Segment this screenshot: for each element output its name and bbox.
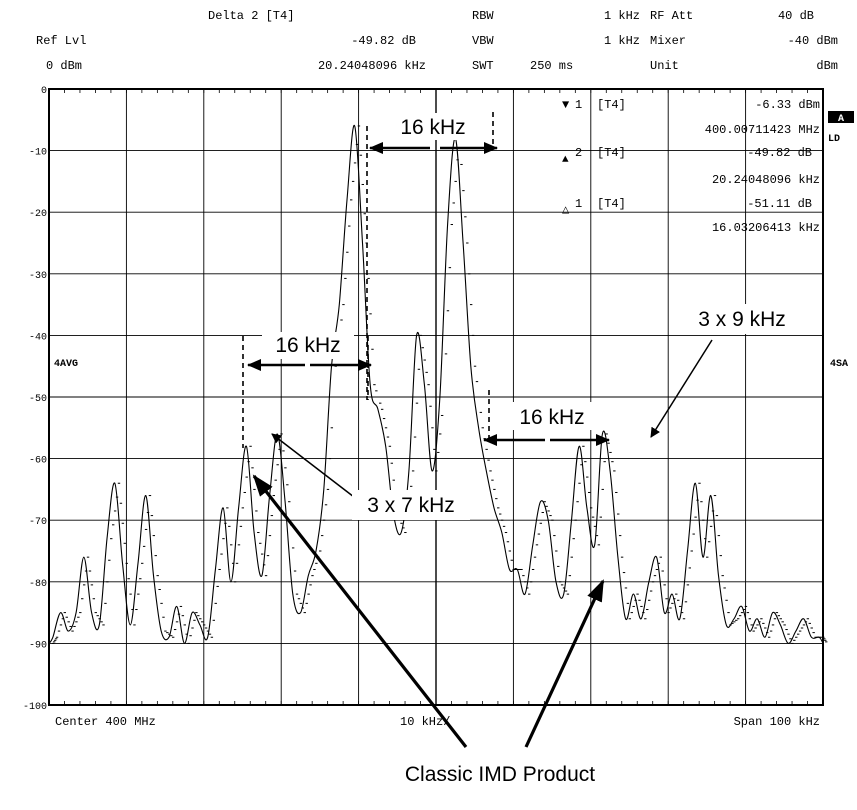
annotation-3x9: 3 x 9 kHz [650, 304, 798, 438]
span-label: Span 100 kHz [734, 715, 820, 729]
unit-value: dBm [816, 59, 838, 73]
mixer-label: Mixer [650, 34, 687, 48]
y-tick-label: -20 [29, 209, 47, 220]
trace-sample-dots [52, 125, 828, 644]
vbw-label: VBW [472, 34, 494, 48]
rbw-value: 1 kHz [603, 9, 640, 23]
annotation-3x9-label: 3 x 9 kHz [698, 308, 786, 331]
y-tick-label: -60 [29, 456, 47, 467]
annotation-left-label: 16 kHz [275, 334, 340, 357]
trace-a-badge: A [838, 114, 844, 125]
marker-3-frequency: 16.03206413 kHz [712, 221, 820, 235]
marker-1-level: -6.33 dBm [755, 98, 820, 112]
trace-a-badge-bg [828, 111, 854, 123]
marker-3-symbol: △ [562, 203, 570, 217]
y-tick-label: -30 [29, 271, 47, 282]
ref-level-value: 0 dBm [46, 59, 83, 73]
marker-1-symbol: ▼ [562, 98, 570, 112]
annotation-classic-imd: Classic IMD Product [252, 474, 605, 786]
rf-att-value: 40 dB [777, 9, 814, 23]
marker-2-trace: [T4] [597, 146, 626, 160]
spectrum-trace [48, 124, 824, 644]
delta-level-readout: -49.82 dB [351, 34, 416, 48]
y-tick-labels: 0 -10 -20 -30 -40 -50 -60 -70 -80 -90 -100 [23, 86, 47, 713]
y-tick-label: -70 [29, 517, 47, 528]
y-tick-label: -100 [23, 702, 47, 713]
avg-label: 4AVG [54, 359, 78, 370]
marker-readout: ▼ 1 [T4] -6.33 dBm 400.00711423 MHz ▲ 2 … [562, 98, 820, 235]
sa-label: 4SA [830, 359, 848, 370]
y-tick-label: -40 [29, 332, 47, 343]
marker-1-trace: [T4] [597, 98, 626, 112]
unit-label: Unit [650, 59, 679, 73]
y-tick-label: -50 [29, 394, 47, 405]
marker-2-level: -49.82 dB [747, 146, 812, 160]
marker-1-frequency: 400.00711423 MHz [705, 123, 820, 137]
grid [48, 89, 824, 705]
marker-3-level: -51.11 dB [747, 197, 812, 211]
marker-3-index: 1 [575, 197, 582, 211]
annotation-top-label: 16 kHz [400, 116, 465, 139]
ld-label: LD [828, 134, 840, 145]
swt-label: SWT [472, 59, 494, 73]
y-tick-label: -80 [29, 579, 47, 590]
rf-att-label: RF Att [650, 9, 694, 23]
annotation-right-label: 16 kHz [519, 406, 584, 429]
annotation-3x7: 3 x 7 kHz [271, 433, 470, 520]
center-frequency-label: Center 400 MHz [55, 715, 156, 729]
plot-frame [48, 88, 824, 706]
division-label: 10 kHz/ [400, 715, 450, 729]
y-tick-label: -90 [29, 640, 47, 651]
ref-level-label: Ref Lvl [36, 34, 87, 48]
y-tick-label: 0 [41, 86, 47, 97]
mixer-value: -40 dBm [787, 34, 838, 48]
vbw-value: 1 kHz [603, 34, 640, 48]
y-tick-label: -10 [29, 148, 47, 159]
marker-2-frequency: 20.24048096 kHz [712, 173, 820, 187]
annotation-top-spacing: 16 kHz [366, 112, 498, 400]
annotation-right-spacing: 16 kHz [483, 390, 610, 446]
annotation-classic-label: Classic IMD Product [405, 763, 595, 786]
marker-2-index: 2 [575, 146, 582, 160]
marker-3-trace: [T4] [597, 197, 626, 211]
rbw-label: RBW [472, 9, 494, 23]
annotation-3x7-label: 3 x 7 kHz [367, 494, 455, 517]
delta-frequency-readout: 20.24048096 kHz [317, 59, 426, 73]
swt-value: 250 ms [530, 59, 574, 73]
marker-1-index: 1 [575, 98, 582, 112]
annotation-left-spacing: 16 kHz [242, 332, 372, 448]
delta-marker-label: Delta 2 [T4] [208, 9, 295, 23]
marker-2-symbol: ▲ [562, 154, 569, 166]
